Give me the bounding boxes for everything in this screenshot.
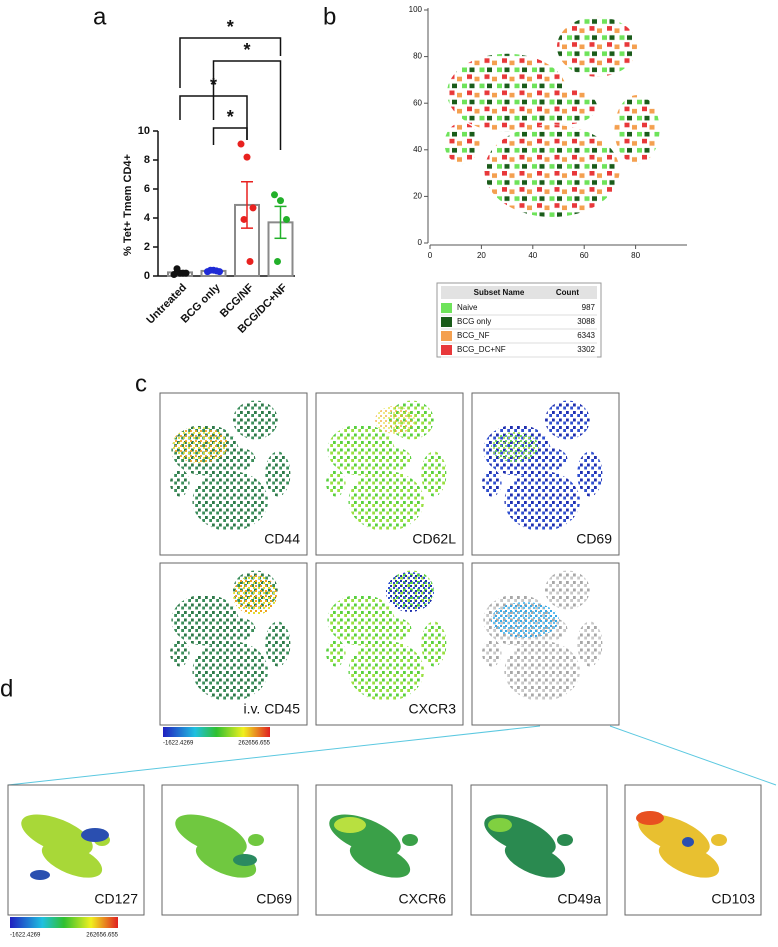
panel-c: [7, 392, 777, 786]
marker-label: CD103: [711, 891, 755, 907]
y-tick-label: 8: [144, 154, 150, 166]
data-point: [246, 258, 254, 265]
legend-swatch: [441, 331, 452, 341]
tsne-cloud: [444, 16, 660, 218]
data-point: [277, 197, 284, 205]
significance-bracket: [179, 37, 282, 88]
marker-label: CXCR3: [409, 701, 457, 717]
significance-bracket: [179, 95, 248, 140]
table-header-bg: [441, 286, 597, 299]
panel-label: c: [135, 370, 147, 397]
legend-swatch: [441, 303, 452, 313]
data-point: [213, 267, 220, 275]
marker-label: i.v. CD45: [243, 701, 300, 717]
x-tick-label: 0: [428, 251, 433, 260]
data-point: [240, 215, 248, 223]
legend-count: 6343: [577, 331, 595, 340]
legend-count: 3088: [577, 317, 595, 326]
data-point: [179, 269, 187, 277]
significance-star: *: [227, 107, 234, 127]
data-point: [173, 265, 181, 273]
marker-label: CD44: [264, 531, 300, 547]
marker-label: CD69: [576, 531, 612, 547]
legend-label: BCG_DC+NF: [457, 345, 506, 354]
marker-label: CD127: [94, 891, 138, 907]
significance-star: *: [210, 75, 217, 95]
data-point: [249, 204, 257, 212]
panel-label: b: [323, 3, 336, 30]
legend-swatch: [441, 345, 452, 355]
legend-swatch: [441, 317, 452, 327]
panel-d: [7, 784, 762, 928]
panel-label: a: [93, 3, 107, 30]
legend-label: Naive: [457, 303, 478, 312]
colorbar-min: -1622.4269: [163, 741, 194, 747]
data-point: [243, 153, 251, 161]
y-tick-label: 10: [138, 125, 150, 137]
x-tick-label: 80: [631, 251, 640, 260]
panel-label: d: [0, 675, 13, 702]
significance-bracket: [212, 60, 282, 150]
y-axis-label: % Tet+ Tmem CD4+: [122, 154, 134, 256]
data-point: [237, 140, 245, 148]
table-header: Count: [556, 288, 579, 297]
y-tick-label: 40: [413, 145, 422, 154]
data-point: [271, 191, 278, 199]
x-tick-label: 40: [528, 251, 537, 260]
y-tick-label: 60: [413, 98, 422, 107]
data-point: [283, 215, 290, 223]
colorbar-min: -1622.4269: [10, 933, 41, 939]
colorbar-max: 262656.655: [238, 741, 270, 747]
marker-label: CD62L: [412, 531, 456, 547]
data-point: [207, 266, 214, 274]
legend-count: 3302: [577, 345, 595, 354]
legend-label: BCG_NF: [457, 331, 490, 340]
x-tick-label: 20: [477, 251, 486, 260]
y-tick-label: 0: [144, 270, 150, 282]
y-tick-label: 4: [144, 212, 151, 224]
y-tick-label: 2: [144, 241, 150, 253]
marker-label: CD49a: [557, 891, 601, 907]
colorbar-max: 262656.655: [86, 933, 118, 939]
marker-label: CXCR6: [399, 891, 447, 907]
y-tick-label: 100: [409, 5, 423, 14]
y-tick-label: 0: [418, 238, 423, 247]
significance-star: *: [243, 40, 250, 60]
y-tick-label: 20: [413, 192, 422, 201]
x-tick-label: 60: [580, 251, 589, 260]
data-point: [170, 271, 178, 279]
legend-label: BCG only: [457, 317, 491, 326]
legend-count: 987: [582, 303, 596, 312]
table-header: Subset Name: [474, 288, 525, 297]
y-tick-label: 80: [413, 52, 422, 61]
significance-star: *: [227, 17, 234, 37]
data-point: [274, 258, 281, 265]
significance-bracket: [212, 127, 248, 145]
marker-label: CD69: [256, 891, 292, 907]
y-tick-label: 6: [144, 183, 150, 195]
